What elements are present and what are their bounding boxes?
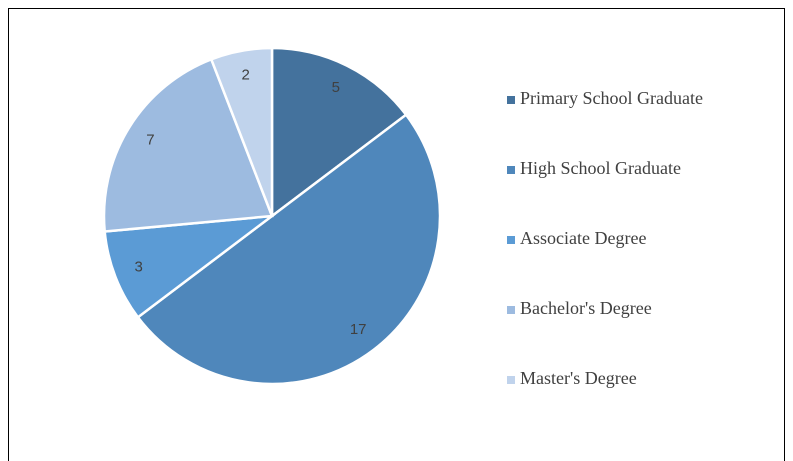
chart-border [8, 8, 785, 461]
legend-label: High School Graduate [520, 158, 681, 178]
pie-slice [103, 214, 277, 319]
legend-swatch [507, 306, 515, 314]
legend-label: Bachelor's Degree [520, 298, 652, 318]
data-label: 7 [146, 132, 154, 149]
pie-slice [102, 57, 274, 233]
legend-swatch [507, 376, 515, 384]
data-label: 5 [332, 79, 340, 96]
pie-slice [270, 46, 408, 219]
data-label: 2 [242, 66, 250, 83]
legend-swatch [507, 96, 515, 104]
pie-slice [209, 46, 274, 217]
legend-label: Master's Degree [520, 368, 637, 388]
data-label: 17 [350, 321, 367, 338]
legend-label: Primary School Graduate [520, 88, 703, 108]
legend-swatch [507, 166, 515, 174]
legend-label: Associate Degree [520, 228, 646, 248]
pie-slice [136, 113, 442, 386]
data-label: 3 [134, 259, 142, 276]
legend-swatch [507, 236, 515, 244]
